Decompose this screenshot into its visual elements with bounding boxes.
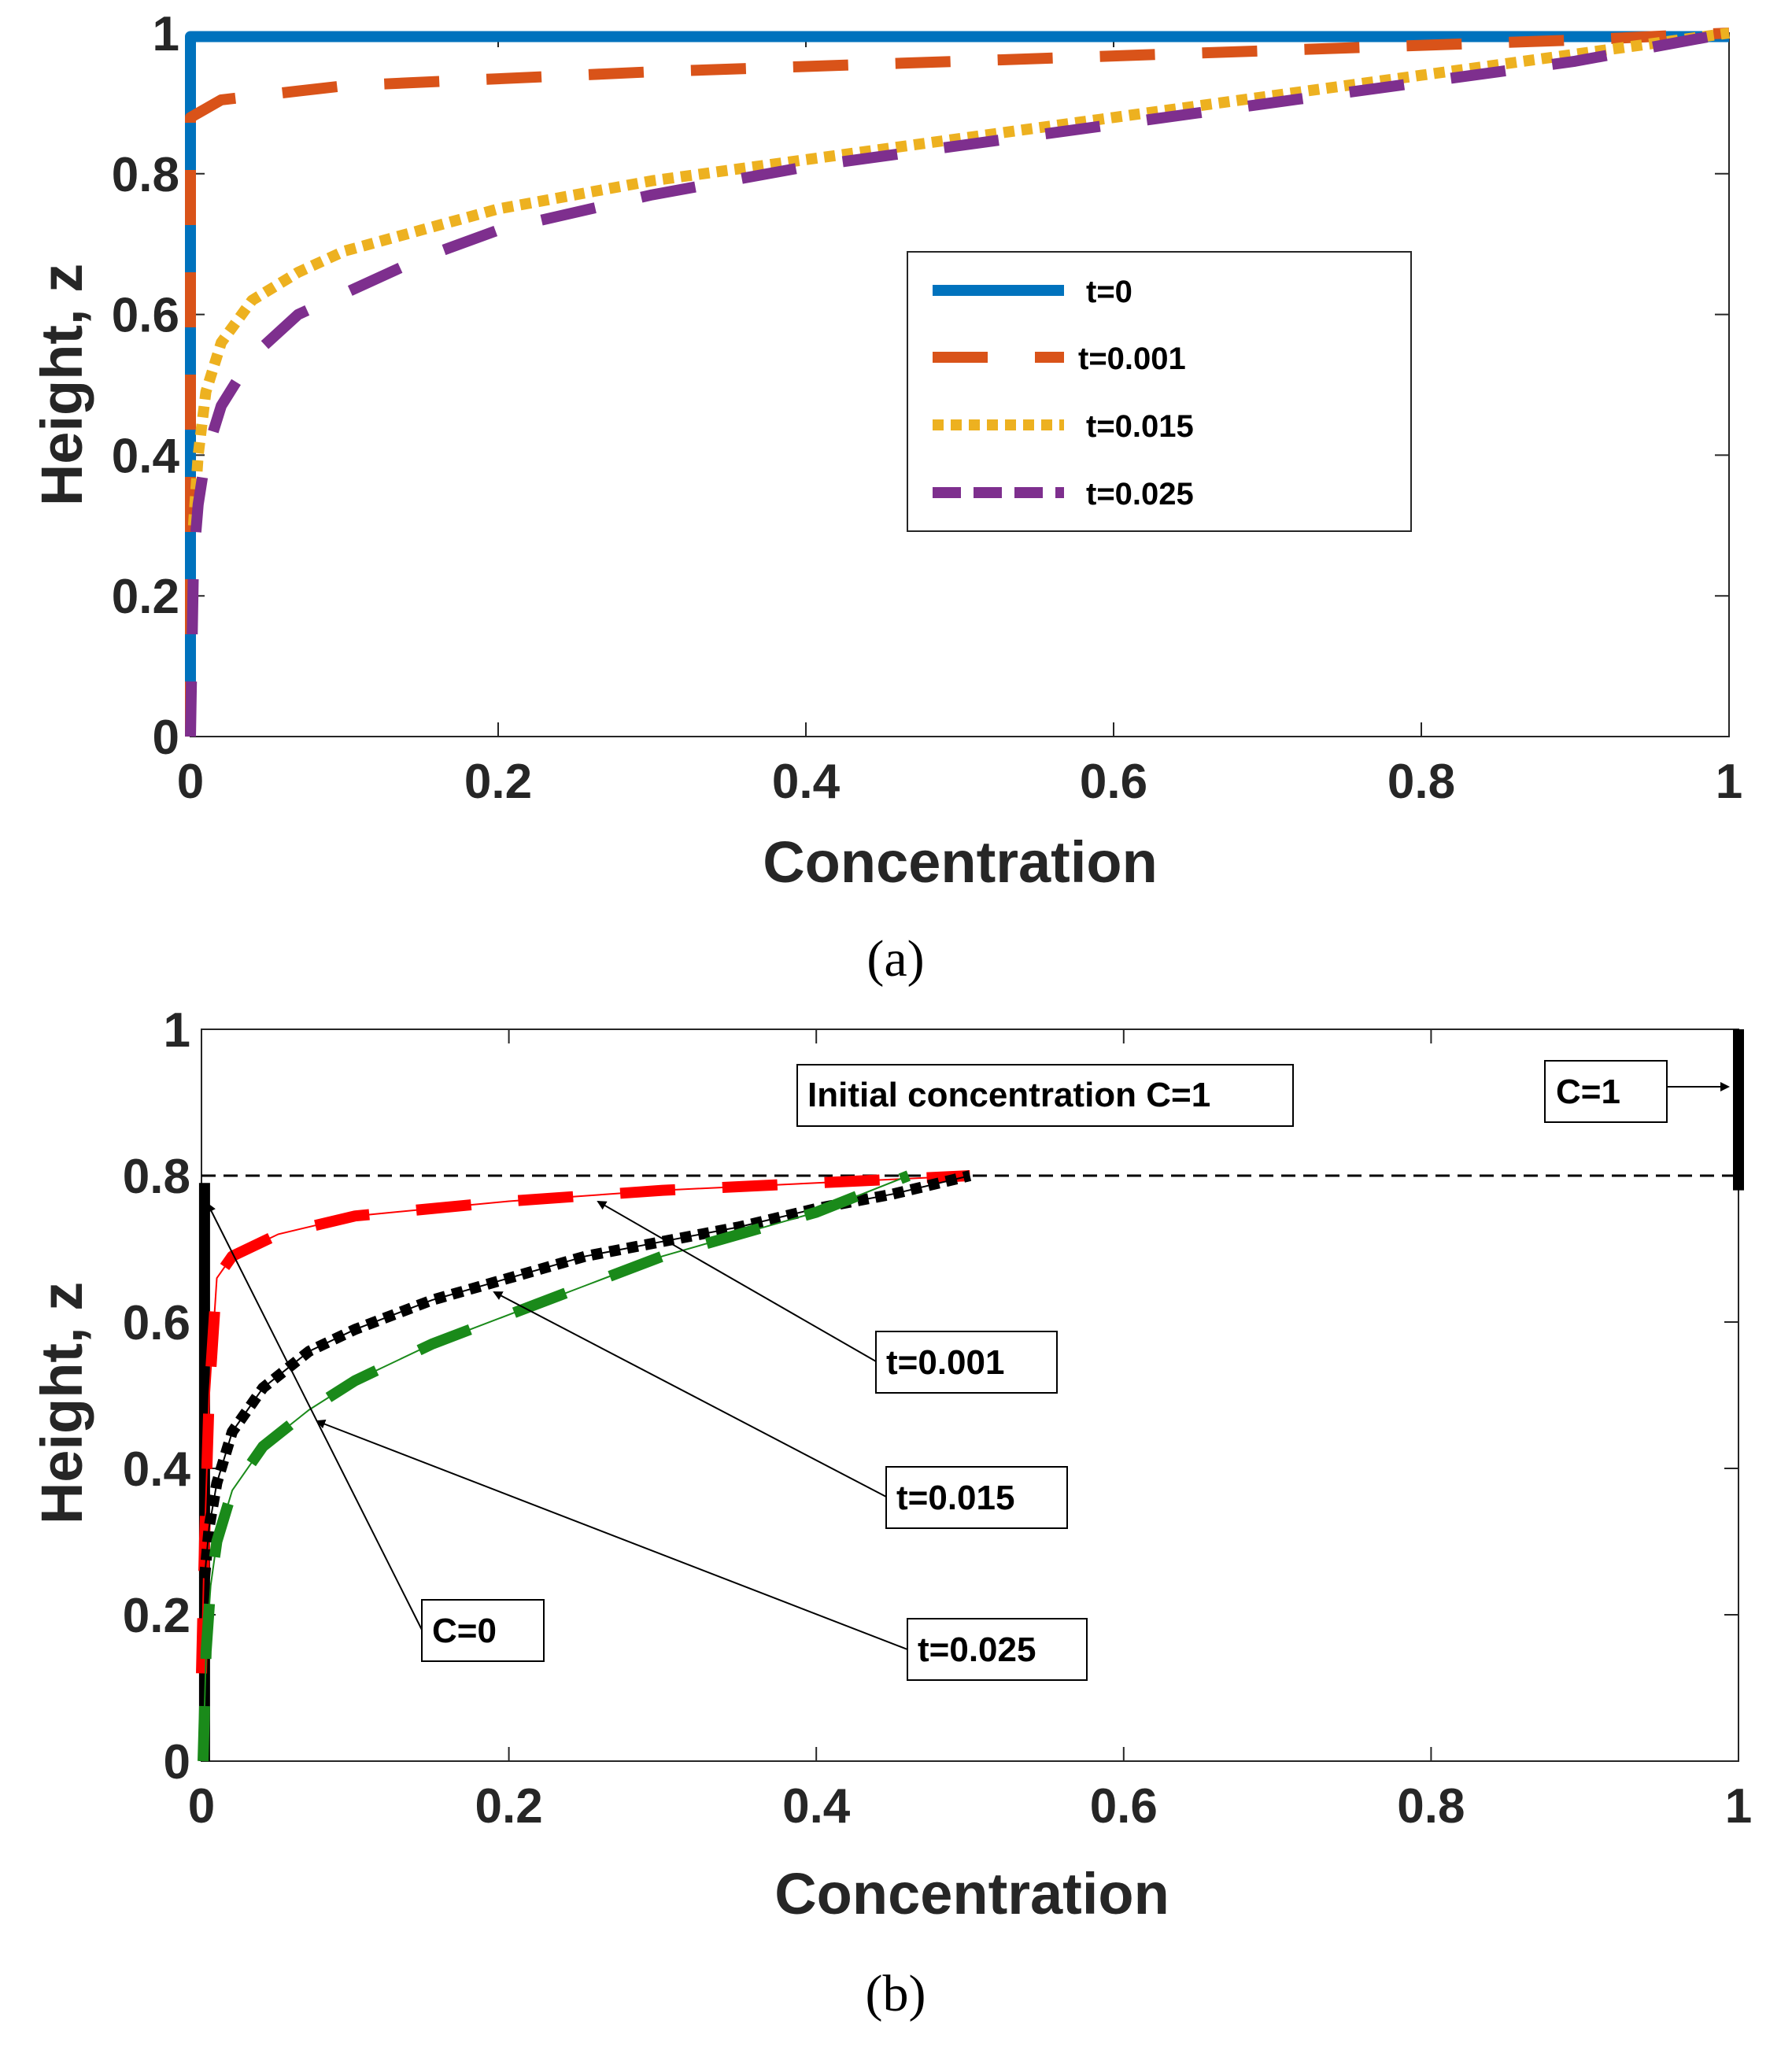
annotation-box: [796, 1064, 1294, 1127]
x-tick-label: 1: [1716, 755, 1742, 809]
series-line-t0001: [196, 1170, 970, 1674]
y-tick-label: 0.4: [123, 1442, 191, 1497]
x-tick-label: 0.8: [1387, 755, 1455, 809]
series-thin-line: [202, 1175, 909, 1762]
y-tick-label: 0.6: [112, 289, 179, 343]
legend-label-t0: t=0: [1086, 275, 1132, 309]
legend-label-t0025: t=0.025: [1086, 477, 1194, 512]
caption-a: (a): [866, 930, 924, 988]
x-tick-label: 0.4: [772, 755, 841, 809]
y-tick-label: 0: [164, 1735, 190, 1789]
x-axis-label-a: Concentration: [763, 829, 1158, 895]
panel-a: 0 0.2 0.4 0.6 0.8 1 0 0.2 0.4 0.6 0.8 1 Concentrati…: [29, 7, 1742, 988]
legend-a: t=0 t=0.001 t=0.015 t=0.025: [907, 251, 1412, 532]
x-tick-label: 0.6: [1080, 755, 1147, 809]
annotation-arrow: [316, 1420, 908, 1650]
annotation-text: Initial concentration C=1: [807, 1076, 1210, 1114]
y-tick-label: 1: [164, 1003, 190, 1058]
annotation-c0: C=0: [207, 1202, 545, 1662]
tick-labels-b: 0 0.2 0.4 0.6 0.8 1 0 0.2 0.4 0.6 0.8 1: [123, 1003, 1752, 1834]
annotation-arrow: [597, 1201, 877, 1362]
series-thin-line: [201, 1175, 970, 1674]
series-line-t0015: [198, 1170, 972, 1579]
x-tick-label: 1: [1725, 1779, 1752, 1834]
x-tick-label: 0: [188, 1779, 215, 1834]
y-tick-label: 0: [153, 711, 179, 765]
x-tick-label: 0: [177, 755, 204, 809]
y-tick-label: 0.4: [112, 429, 180, 483]
annotation-arrow: [207, 1202, 423, 1631]
x-tick-label: 0.6: [1090, 1779, 1158, 1834]
legend-box-a: [907, 251, 1412, 532]
annotation-box: [875, 1331, 1058, 1394]
y-tick-label: 0.2: [123, 1589, 190, 1643]
annotation-box: [421, 1599, 545, 1662]
annotation-t0001: t=0.001: [597, 1201, 1058, 1394]
annotation-text: t=0.025: [918, 1631, 1036, 1669]
y-axis-label-b: Height, z: [29, 1282, 94, 1524]
annotation-c1: C=1: [1544, 1060, 1730, 1123]
annotation-text: t=0.001: [886, 1343, 1004, 1382]
series-thin-line: [203, 1175, 970, 1579]
annotation-box: [1544, 1060, 1668, 1123]
y-tick-label: 0.6: [123, 1296, 190, 1350]
x-tick-label: 0.2: [475, 1779, 542, 1834]
legend-label-t0001: t=0.001: [1078, 342, 1186, 376]
y-tick-label: 0.8: [112, 148, 179, 202]
x-axis-label-b: Concentration: [774, 1861, 1169, 1926]
annotation-arrow: [493, 1291, 887, 1498]
annotation-box: [885, 1466, 1068, 1529]
panel-b: 0 0.2 0.4 0.6 0.8 1 0 0.2 0.4 0.6 0.8 1 Concentrati…: [29, 1003, 1752, 2022]
series-line-t0001: [185, 28, 1730, 737]
y-tick-label: 0.8: [123, 1150, 190, 1204]
annotation-initial-concentration: Initial concentration C=1: [796, 1064, 1294, 1127]
x-tick-label: 0.8: [1397, 1779, 1465, 1834]
y-tick-label: 0.2: [112, 570, 179, 624]
annotation-t0025: t=0.025: [316, 1420, 1088, 1681]
series-line-t0025: [198, 1170, 911, 1762]
annotation-text: t=0.015: [896, 1479, 1014, 1517]
annotation-text: C=1: [1556, 1073, 1620, 1111]
legend-label-t0015: t=0.015: [1086, 409, 1194, 444]
y-tick-label: 1: [153, 7, 179, 61]
x-tick-label: 0.4: [782, 1779, 851, 1834]
series-a: [185, 28, 1731, 737]
tick-labels-a: 0 0.2 0.4 0.6 0.8 1 0 0.2 0.4 0.6 0.8 1: [112, 7, 1742, 809]
caption-b: (b): [866, 1965, 926, 2022]
annotation-t0015: t=0.015: [493, 1291, 1068, 1529]
y-axis-label-a: Height, z: [29, 264, 94, 506]
series-line-t0025: [185, 28, 1731, 737]
annotation-box: [907, 1618, 1088, 1681]
x-tick-label: 0.2: [464, 755, 532, 809]
series-b: [196, 1029, 1744, 1762]
annotation-text: C=0: [432, 1612, 497, 1650]
series-line-t0015: [187, 28, 1730, 526]
